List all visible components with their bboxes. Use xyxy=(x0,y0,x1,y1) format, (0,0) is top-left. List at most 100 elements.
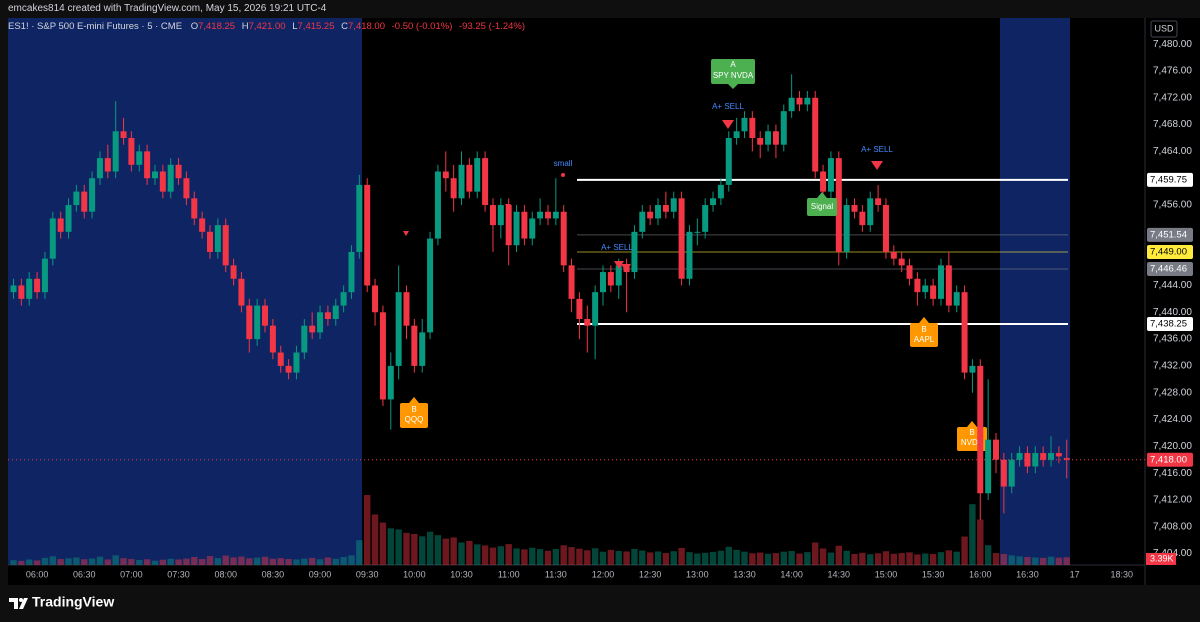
candle-body xyxy=(552,211,559,219)
legend-value: 7,415.25 xyxy=(297,21,335,32)
y-tick-label: 7,412.00 xyxy=(1153,495,1192,506)
x-tick-label: 13:00 xyxy=(686,569,709,579)
volume-bar xyxy=(285,559,292,565)
y-tick-label: 7,432.00 xyxy=(1153,361,1192,372)
volume-bar xyxy=(827,552,835,565)
x-tick-label: 14:30 xyxy=(828,569,851,579)
candle-body xyxy=(780,111,787,145)
candle-body xyxy=(222,225,229,266)
label-pointer xyxy=(919,317,929,323)
label-text: NVDA xyxy=(961,438,984,447)
candle-body xyxy=(411,325,418,366)
level-tag-label: 7,459.75 xyxy=(1150,174,1187,185)
candle-body xyxy=(332,305,339,319)
volume-bar xyxy=(906,552,913,565)
volume-bar xyxy=(725,546,732,565)
candle-body xyxy=(65,205,72,232)
x-tick-label: 10:30 xyxy=(450,569,473,579)
volume-bar xyxy=(529,547,536,565)
volume-bar xyxy=(466,540,473,565)
level-tag xyxy=(1147,244,1193,259)
candle-body xyxy=(670,198,677,212)
y-tick-label: 7,480.00 xyxy=(1153,39,1192,50)
candle-body xyxy=(427,238,434,333)
label-text: B xyxy=(411,405,416,414)
candle-body xyxy=(324,312,331,319)
candle-body xyxy=(128,137,135,165)
candle-body xyxy=(41,258,48,293)
volume-bar xyxy=(167,558,174,565)
volume-bar xyxy=(238,556,245,565)
volume-bar xyxy=(151,560,159,565)
volume-bar xyxy=(489,547,497,565)
candle-body xyxy=(851,205,858,212)
legend-key: O xyxy=(190,21,199,32)
candle-body xyxy=(120,131,127,138)
candle-body xyxy=(262,305,269,326)
volume-bar xyxy=(1047,556,1055,565)
candle-body xyxy=(10,285,17,293)
logo-text: TradingView xyxy=(32,594,114,610)
level-tag xyxy=(1147,261,1193,276)
x-tick-label: 16:00 xyxy=(969,569,992,579)
volume-bar xyxy=(969,504,976,565)
price-tag-label: 7,418.00 xyxy=(1150,454,1187,465)
sell-marker xyxy=(614,261,624,269)
volume-bar xyxy=(914,554,921,565)
volume-bar xyxy=(623,551,630,565)
volume-bar xyxy=(371,514,379,565)
candle-body xyxy=(922,285,929,293)
candle-body xyxy=(489,205,496,226)
label-text: B xyxy=(969,428,974,437)
volume-bar xyxy=(481,545,489,565)
legend-value: 7,418.25 xyxy=(198,21,236,32)
volume-bar xyxy=(701,552,709,565)
candle-body xyxy=(961,292,968,373)
volume-bar xyxy=(183,558,190,565)
x-tick-label: 11:30 xyxy=(545,569,567,579)
x-tick-label: 15:00 xyxy=(875,569,898,579)
volume-bar xyxy=(576,548,583,565)
candle-body xyxy=(678,198,685,279)
candle-body xyxy=(631,231,638,273)
label-text: Signal xyxy=(811,202,833,211)
candle-body xyxy=(151,171,158,179)
candle-body xyxy=(505,205,512,246)
credit: emcakes814 created with TradingView.com,… xyxy=(8,3,327,14)
volume-bar xyxy=(890,553,898,565)
label-box xyxy=(807,198,837,216)
candle-body xyxy=(238,278,245,306)
candle-body xyxy=(937,265,944,299)
volume-bar xyxy=(293,559,300,565)
legend-value: 7,421.00 xyxy=(248,21,286,32)
candle-body xyxy=(639,211,646,232)
volume-bar xyxy=(33,560,41,565)
candle-body xyxy=(356,184,363,252)
candle-body xyxy=(254,305,261,340)
volume-bar xyxy=(521,549,528,565)
volume-bar xyxy=(859,552,866,565)
volume-bar xyxy=(65,558,72,565)
candle-body xyxy=(175,164,182,179)
volume-bar xyxy=(874,553,882,565)
candle-body xyxy=(1032,453,1039,467)
volume-bar xyxy=(599,551,607,565)
volume-bar xyxy=(269,558,277,565)
candle-body xyxy=(1048,453,1055,460)
sell-marker xyxy=(722,120,734,129)
candle-body xyxy=(246,305,253,340)
volume-bar xyxy=(442,538,449,565)
candle-body xyxy=(827,158,834,192)
volume-bar xyxy=(1063,557,1070,565)
candles-layer xyxy=(10,74,1070,521)
volume-bar xyxy=(26,559,33,565)
volume-bar xyxy=(1016,556,1023,565)
y-tick-label: 7,464.00 xyxy=(1153,146,1192,157)
volume-bar xyxy=(662,553,670,565)
candle-body xyxy=(568,265,575,299)
volume-bar xyxy=(277,558,284,565)
volume-bar xyxy=(230,557,237,565)
candle-body xyxy=(482,158,489,206)
volume-bar xyxy=(49,556,56,565)
candle-body xyxy=(544,211,551,219)
